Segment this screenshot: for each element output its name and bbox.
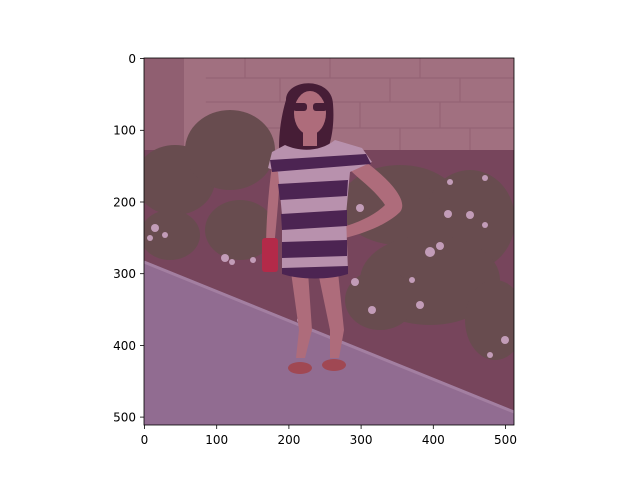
axes-frame	[143, 57, 515, 426]
pillar	[144, 58, 184, 158]
sandal-left	[288, 362, 312, 374]
x-tick-label: 200	[277, 433, 300, 447]
x-tick-label: 300	[350, 433, 373, 447]
flowers	[147, 175, 509, 358]
red-clutch	[262, 238, 278, 272]
curb	[144, 260, 514, 414]
woman	[262, 83, 403, 374]
y-axis: 0 100 200 300 400 500	[113, 52, 144, 425]
y-tick-label: 300	[113, 267, 136, 281]
x-tick-label: 0	[141, 433, 149, 447]
y-tick-label: 0	[128, 52, 136, 66]
photo	[144, 58, 514, 425]
x-tick-label: 500	[494, 433, 517, 447]
tint-overlay	[144, 58, 514, 425]
sidewalk	[144, 262, 514, 425]
face	[294, 91, 326, 135]
y-tick-label: 500	[113, 411, 136, 425]
y-tick-label: 400	[113, 339, 136, 353]
x-axis: 0 100 200 300 400 500	[141, 425, 517, 447]
x-tick-label: 100	[205, 433, 228, 447]
y-tick-label: 200	[113, 196, 136, 210]
sandal-right	[322, 359, 346, 371]
y-tick-label: 100	[113, 124, 136, 138]
x-tick-label: 400	[422, 433, 445, 447]
